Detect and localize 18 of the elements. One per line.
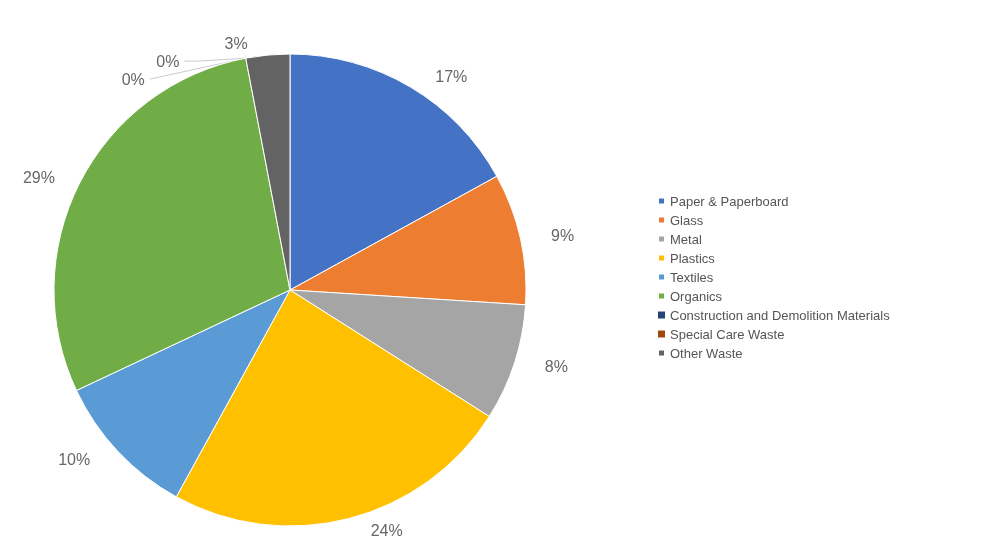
data-label: 24% [370, 521, 403, 539]
text: 0% [121, 70, 145, 88]
legend-label: Organics [670, 288, 723, 304]
data-label: 9% [551, 227, 575, 245]
legend-label: Glass [670, 212, 704, 228]
text: 0% [156, 52, 180, 70]
legend-label: Construction and Demolition Materials [670, 307, 891, 323]
data-label: 10% [58, 451, 91, 469]
legend-label: Plastics [670, 250, 716, 266]
legend-label: Paper & Paperboard [670, 193, 789, 209]
legend-label: Special Care Waste [670, 326, 785, 342]
data-label: 17% [435, 68, 468, 86]
legend-label: Other Waste [670, 345, 743, 361]
data-label: 8% [544, 358, 568, 376]
legend-label: Metal [670, 231, 702, 247]
data-label: 3% [224, 34, 248, 52]
legend-label: Textiles [670, 269, 714, 285]
data-label: 29% [22, 168, 55, 186]
